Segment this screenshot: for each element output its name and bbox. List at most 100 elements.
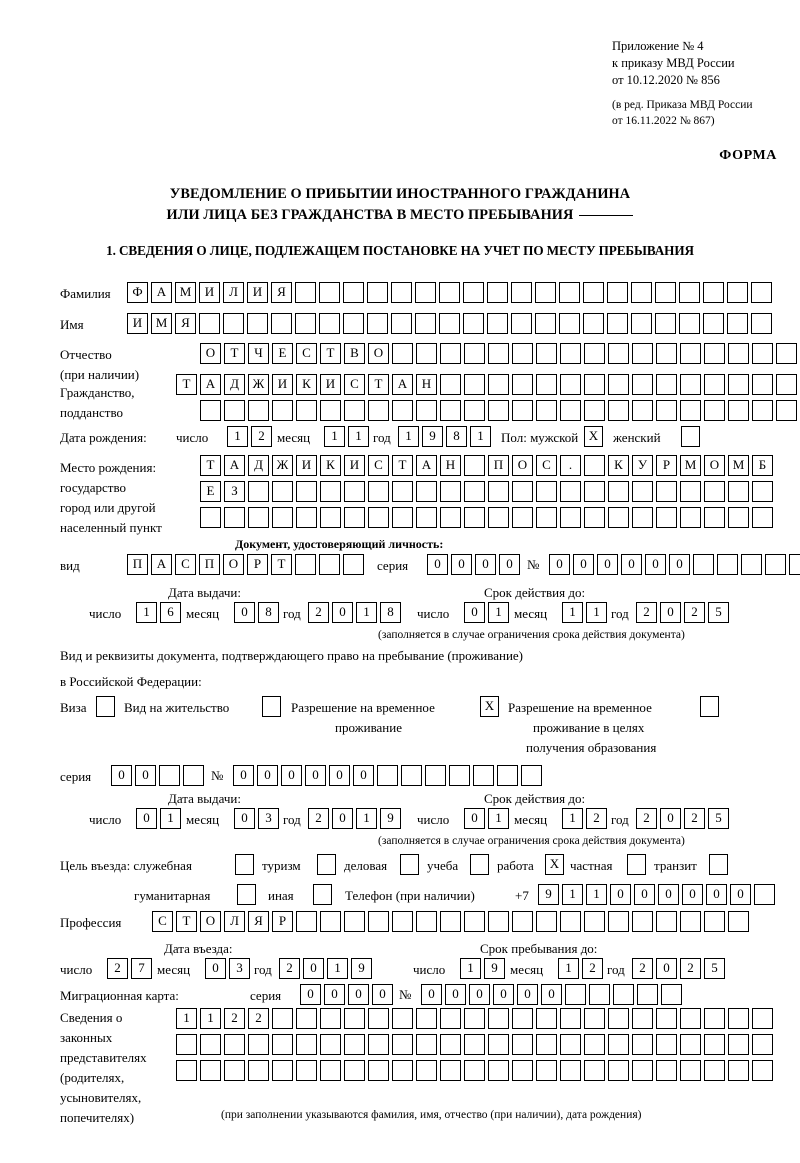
form-cell[interactable]: [536, 1060, 557, 1081]
form-cell[interactable]: 8: [380, 602, 401, 623]
form-cell[interactable]: [464, 481, 485, 502]
form-cell[interactable]: [631, 313, 652, 334]
form-cell[interactable]: [272, 1034, 293, 1055]
form-cell[interactable]: П: [199, 554, 220, 575]
form-cell[interactable]: [584, 507, 605, 528]
form-cell[interactable]: А: [151, 282, 172, 303]
form-cell[interactable]: [416, 481, 437, 502]
form-cell[interactable]: [439, 313, 460, 334]
form-cell[interactable]: С: [536, 455, 557, 476]
form-cell[interactable]: [401, 765, 422, 786]
form-cell[interactable]: 1: [470, 426, 491, 447]
form-cell[interactable]: [751, 282, 772, 303]
form-cell[interactable]: [440, 1008, 461, 1029]
form-cell[interactable]: 1: [488, 808, 509, 829]
form-cell[interactable]: [535, 313, 556, 334]
form-cell[interactable]: [536, 374, 557, 395]
form-cell[interactable]: [392, 481, 413, 502]
form-cell[interactable]: [608, 1008, 629, 1029]
form-cell[interactable]: Я: [248, 911, 269, 932]
form-cell[interactable]: [559, 313, 580, 334]
form-cell[interactable]: [425, 765, 446, 786]
form-cell[interactable]: С: [368, 455, 389, 476]
form-cell[interactable]: [752, 1008, 773, 1029]
form-cell[interactable]: А: [392, 374, 413, 395]
form-cell[interactable]: [248, 1060, 269, 1081]
form-cell[interactable]: Е: [272, 343, 293, 364]
form-cell[interactable]: [608, 1060, 629, 1081]
form-cell[interactable]: [247, 313, 268, 334]
form-cell[interactable]: У: [632, 455, 653, 476]
form-cell[interactable]: [344, 481, 365, 502]
form-cell[interactable]: [656, 343, 677, 364]
form-cell[interactable]: [464, 374, 485, 395]
form-cell[interactable]: [536, 911, 557, 932]
form-cell[interactable]: 1: [324, 426, 345, 447]
form-cell[interactable]: Т: [224, 343, 245, 364]
form-cell[interactable]: К: [608, 455, 629, 476]
form-cell[interactable]: [560, 1034, 581, 1055]
form-cell[interactable]: 0: [281, 765, 302, 786]
form-cell[interactable]: [439, 282, 460, 303]
purpose-transit-checkbox[interactable]: [709, 854, 728, 875]
form-cell[interactable]: 2: [248, 1008, 269, 1029]
form-cell[interactable]: [584, 1060, 605, 1081]
form-cell[interactable]: 0: [324, 984, 345, 1005]
form-cell[interactable]: [584, 1008, 605, 1029]
form-cell[interactable]: [703, 282, 724, 303]
form-cell[interactable]: [415, 313, 436, 334]
form-cell[interactable]: [583, 313, 604, 334]
form-cell[interactable]: [463, 313, 484, 334]
form-cell[interactable]: [608, 481, 629, 502]
form-cell[interactable]: Д: [248, 455, 269, 476]
form-cell[interactable]: 1: [562, 884, 583, 905]
form-cell[interactable]: 0: [634, 884, 655, 905]
form-cell[interactable]: 0: [464, 808, 485, 829]
form-cell[interactable]: [464, 400, 485, 421]
form-cell[interactable]: [752, 1060, 773, 1081]
form-cell[interactable]: [536, 400, 557, 421]
form-cell[interactable]: [632, 1034, 653, 1055]
form-cell[interactable]: 0: [451, 554, 472, 575]
form-cell[interactable]: 0: [421, 984, 442, 1005]
form-cell[interactable]: 0: [660, 602, 681, 623]
form-cell[interactable]: [632, 911, 653, 932]
form-cell[interactable]: 0: [234, 602, 255, 623]
form-cell[interactable]: 5: [708, 808, 729, 829]
form-cell[interactable]: О: [704, 455, 725, 476]
form-cell[interactable]: [521, 765, 542, 786]
form-cell[interactable]: [655, 282, 676, 303]
form-cell[interactable]: С: [344, 374, 365, 395]
form-cell[interactable]: 9: [422, 426, 443, 447]
form-cell[interactable]: Д: [224, 374, 245, 395]
form-cell[interactable]: [536, 1034, 557, 1055]
form-cell[interactable]: [536, 481, 557, 502]
form-cell[interactable]: 2: [684, 602, 705, 623]
form-cell[interactable]: [320, 1008, 341, 1029]
legal-rep-cells-row2[interactable]: [176, 1034, 773, 1055]
form-cell[interactable]: [367, 313, 388, 334]
form-cell[interactable]: [440, 374, 461, 395]
form-cell[interactable]: 0: [303, 958, 324, 979]
form-cell[interactable]: [560, 911, 581, 932]
form-cell[interactable]: [511, 282, 532, 303]
form-cell[interactable]: [272, 507, 293, 528]
form-cell[interactable]: [584, 374, 605, 395]
form-cell[interactable]: [391, 282, 412, 303]
form-cell[interactable]: [584, 400, 605, 421]
form-cell[interactable]: [272, 1060, 293, 1081]
form-cell[interactable]: [511, 313, 532, 334]
form-cell[interactable]: 0: [499, 554, 520, 575]
form-cell[interactable]: 0: [464, 602, 485, 623]
form-cell[interactable]: [679, 313, 700, 334]
form-cell[interactable]: А: [200, 374, 221, 395]
form-cell[interactable]: 9: [351, 958, 372, 979]
form-cell[interactable]: [632, 481, 653, 502]
form-cell[interactable]: 0: [573, 554, 594, 575]
purpose-work-checkbox[interactable]: X: [545, 854, 564, 875]
